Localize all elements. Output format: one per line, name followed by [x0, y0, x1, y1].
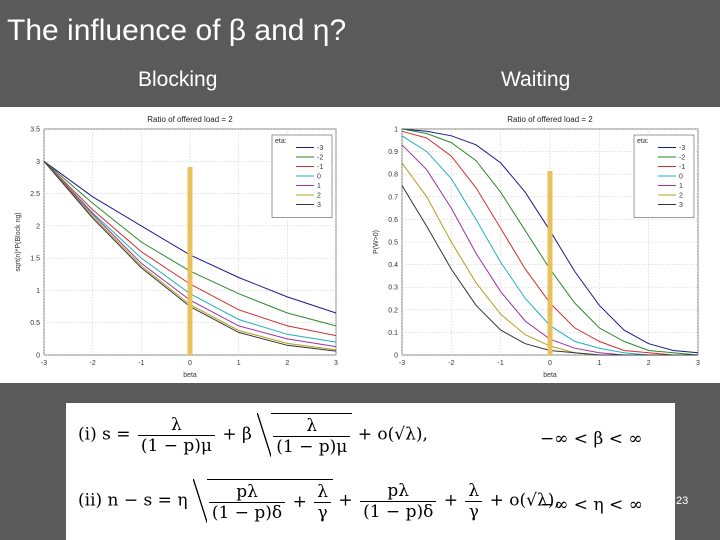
- legend-entry: -1: [317, 164, 323, 171]
- formula-1-frac-den: (1 − p)μ: [140, 435, 212, 456]
- chart-title: Ratio of offered load = 2: [507, 115, 593, 124]
- x-tick-label: -2: [90, 360, 96, 367]
- formula-2-plus-2: +: [443, 490, 458, 511]
- formula-1-sqrt-num: λ: [273, 416, 351, 437]
- legend-entry: 2: [317, 193, 321, 200]
- slide-title: The influence of β and η?: [7, 14, 347, 47]
- y-tick-label: 0.6: [388, 217, 398, 224]
- y-tick-label: 0.9: [388, 149, 398, 156]
- x-tick-label: 1: [597, 360, 601, 367]
- formula-1-frac: λ (1 − p)μ: [137, 415, 215, 456]
- formula-2-frac3-den: (1 − p)δ: [363, 501, 434, 522]
- formula-2-frac4-num: λ: [465, 481, 483, 502]
- x-tick-label: 0: [548, 360, 552, 367]
- blocking-subtitle: Blocking: [138, 68, 218, 91]
- x-tick-label: -3: [41, 360, 47, 367]
- formula-line-2: (ii) n − s = η pλ (1 − p)δ + λ γ + pλ (1…: [78, 479, 560, 523]
- formula-box: (i) s = λ (1 − p)μ + β λ (1 − p)μ + o(√λ…: [66, 403, 675, 540]
- legend-entry: 2: [679, 193, 683, 200]
- y-tick-label: 1: [36, 288, 40, 295]
- x-tick-label: 0: [188, 360, 192, 367]
- legend-entry: 0: [679, 174, 683, 181]
- y-axis-label: P(W>0): [373, 230, 380, 254]
- formula-2-sqrt-b-den: γ: [317, 503, 328, 523]
- formula-2-tail: + o(√λ),: [489, 490, 560, 511]
- y-tick-label: 0.5: [388, 240, 398, 247]
- formula-2-condition: −∞ < η < ∞: [540, 495, 643, 515]
- page-number: 23: [676, 495, 689, 507]
- x-tick-label: -1: [138, 360, 144, 367]
- legend-entry: -2: [679, 155, 685, 162]
- y-tick-label: 1: [394, 127, 398, 134]
- y-tick-label: 0.1: [388, 330, 398, 337]
- formula-2-sqrt: pλ (1 − p)δ + λ γ: [192, 479, 334, 523]
- x-tick-label: 2: [647, 360, 651, 367]
- y-tick-label: 0.3: [388, 285, 398, 292]
- formula-2-plus-1: +: [338, 490, 353, 511]
- legend-entry: 3: [679, 202, 683, 209]
- waiting-chart-panel: -3 -2 -1 0 1 2 3 0 0.1 0.2 0.3 0.4 0.5 0.6 0.7 0.8 0.9 1 R…: [358, 107, 720, 383]
- y-tick-label: 2.5: [30, 191, 40, 198]
- y-tick-label: 0: [36, 353, 40, 360]
- waiting-subtitle: Waiting: [501, 68, 571, 91]
- x-tick-label: 3: [696, 360, 700, 367]
- x-tick-label: -2: [448, 360, 454, 367]
- chart-title: Ratio of offered load = 2: [147, 115, 233, 124]
- formula-2-sqrt-b-num: λ: [314, 482, 332, 503]
- highlight-bar: [187, 167, 193, 355]
- formula-2-lhs: n − s = η: [107, 490, 188, 511]
- x-axis-label: beta: [183, 372, 197, 379]
- legend-entry: -2: [317, 155, 323, 162]
- y-tick-label: 0.7: [388, 194, 398, 201]
- y-axis-label: sqrt(n)*P(Block ng): [15, 212, 22, 271]
- x-tick-label: 1: [237, 360, 241, 367]
- y-tick-label: 3.5: [30, 127, 40, 134]
- y-tick-label: 0: [394, 353, 398, 360]
- y-tick-label: 0.4: [388, 262, 398, 269]
- legend-entry: 3: [317, 202, 321, 209]
- y-tick-label: 1.5: [30, 256, 40, 263]
- formula-1-condition: −∞ < β < ∞: [540, 429, 643, 449]
- legend-entry: -3: [679, 145, 685, 152]
- formula-1-frac-num: λ: [137, 415, 215, 436]
- highlight-bar: [547, 171, 553, 355]
- formula-1-sqrt: λ (1 − p)μ: [257, 413, 353, 457]
- y-tick-label: 2: [36, 223, 40, 230]
- formula-2-sqrt-a-den: (1 − p)δ: [211, 503, 283, 523]
- formula-1-tail: + o(√λ),: [357, 424, 428, 445]
- y-tick-label: 0.2: [388, 307, 398, 314]
- legend-title: eta:: [637, 138, 649, 145]
- legend-entry: 1: [317, 183, 321, 190]
- legend-entry: -1: [679, 164, 685, 171]
- legend-entry: 1: [679, 183, 683, 190]
- formula-2-frac3-num: pλ: [360, 481, 437, 502]
- formula-2-label: (ii): [78, 490, 103, 511]
- y-tick-label: 0.8: [388, 172, 398, 179]
- formula-2-sqrt-plus: +: [292, 492, 307, 512]
- x-tick-label: 3: [334, 360, 338, 367]
- formula-line-1: (i) s = λ (1 − p)μ + β λ (1 − p)μ + o(√λ…: [78, 413, 428, 457]
- blocking-chart-panel: -3 -2 -1 0 1 2 3 0 0.5 1 1.5 2 2.5 3 3.5 Ratio of offer…: [0, 107, 358, 383]
- waiting-chart: -3 -2 -1 0 1 2 3 0 0.1 0.2 0.3 0.4 0.5 0.6 0.7 0.8 0.9 1 R…: [373, 115, 700, 379]
- x-axis-label: beta: [543, 372, 557, 379]
- y-tick-label: 3: [36, 159, 40, 166]
- x-tick-label: -3: [399, 360, 405, 367]
- legend-entry: 0: [317, 174, 321, 181]
- x-tick-label: 2: [285, 360, 289, 367]
- y-tick-label: 0.5: [30, 320, 40, 327]
- formula-2-frac4-den: γ: [468, 501, 479, 522]
- formula-1-plus-beta: + β: [222, 424, 252, 445]
- blocking-chart: -3 -2 -1 0 1 2 3 0 0.5 1 1.5 2 2.5 3 3.5 Ratio of offer…: [15, 115, 338, 379]
- formula-1-label: (i): [78, 424, 97, 445]
- formula-1-sqrt-den: (1 − p)μ: [276, 437, 348, 457]
- legend-title: eta:: [275, 138, 287, 145]
- legend-entry: -3: [317, 145, 323, 152]
- formula-2-sqrt-a-num: pλ: [208, 482, 286, 503]
- x-tick-label: -1: [498, 360, 504, 367]
- formula-1-lhs: s =: [102, 424, 131, 445]
